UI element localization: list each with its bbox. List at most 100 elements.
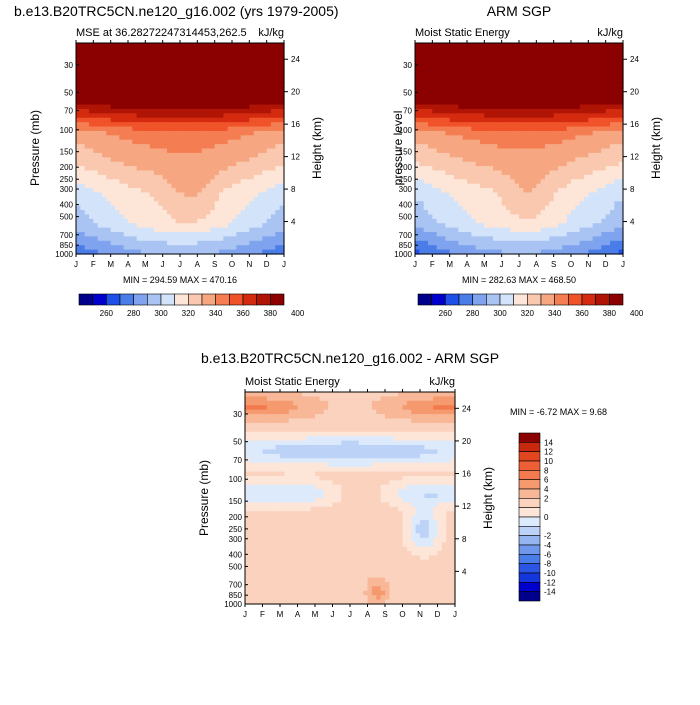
contour-cell xyxy=(601,65,606,70)
contour-cell xyxy=(532,78,537,83)
contour-cell xyxy=(184,69,189,74)
contour-cell xyxy=(536,175,541,180)
contour-cell xyxy=(510,245,515,250)
contour-cell xyxy=(180,52,185,57)
contour-cell xyxy=(206,206,211,211)
contour-cell xyxy=(467,179,472,184)
contour-cell xyxy=(132,61,137,66)
contour-cell xyxy=(571,91,576,96)
contour-cell xyxy=(606,236,611,241)
contour-cell xyxy=(428,214,433,219)
colorbar-swatch xyxy=(270,294,284,305)
contour-cell xyxy=(584,166,589,171)
contour-cell xyxy=(502,192,507,197)
contour-cell xyxy=(532,192,537,197)
contour-cell xyxy=(189,127,194,132)
contour-cell xyxy=(532,113,537,118)
contour-cell xyxy=(249,122,254,127)
contour-cell xyxy=(532,175,537,180)
contour-cell xyxy=(567,206,572,211)
contour-cell xyxy=(115,236,120,241)
contour-cell xyxy=(593,127,598,132)
contour-cell xyxy=(275,56,280,61)
contour-cell xyxy=(176,109,181,114)
contour-cell xyxy=(93,232,98,237)
contour-cell xyxy=(480,232,485,237)
contour-cell xyxy=(441,56,446,61)
contour-cell xyxy=(93,83,98,88)
contour-cell xyxy=(419,87,424,92)
contour-cell xyxy=(89,83,94,88)
contour-cell xyxy=(528,113,533,118)
contour-cell xyxy=(493,144,498,149)
contour-cell xyxy=(554,197,559,202)
contour-cell xyxy=(145,179,150,184)
contour-cell xyxy=(176,210,181,215)
contour-cell xyxy=(106,170,111,175)
contour-cell xyxy=(415,113,420,118)
contour-cell xyxy=(115,245,120,250)
contour-cell xyxy=(215,153,220,158)
contour-cell xyxy=(480,192,485,197)
contour-cell xyxy=(493,157,498,162)
contour-cell xyxy=(102,69,107,74)
contour-cell xyxy=(85,144,90,149)
contour-cell xyxy=(111,78,116,83)
contour-cell xyxy=(567,83,572,88)
contour-cell xyxy=(228,105,233,110)
contour-cell xyxy=(554,96,559,101)
contour-cell xyxy=(584,153,589,158)
contour-cell xyxy=(197,65,202,70)
contour-cell xyxy=(98,87,103,92)
contour-cell xyxy=(484,166,489,171)
contour-cell xyxy=(506,219,511,224)
contour-cell xyxy=(180,61,185,66)
contour-cell xyxy=(249,214,254,219)
contour-cell xyxy=(437,245,442,250)
contour-cell xyxy=(415,223,420,228)
contour-cell xyxy=(89,188,94,193)
contour-cell xyxy=(262,56,267,61)
contour-cell xyxy=(254,405,259,410)
contour-cell xyxy=(85,197,90,202)
contour-cell xyxy=(610,219,615,224)
contour-cell xyxy=(545,197,550,202)
contour-cell xyxy=(614,201,619,206)
contour-cell xyxy=(202,131,207,136)
contour-cell xyxy=(445,170,450,175)
contour-cell xyxy=(171,47,176,52)
contour-cell xyxy=(571,179,576,184)
contour-cell xyxy=(528,188,533,193)
contour-cell xyxy=(610,245,615,250)
contour-cell xyxy=(333,396,338,401)
contour-cell xyxy=(189,43,194,48)
contour-cell xyxy=(519,91,524,96)
contour-cell xyxy=(76,87,81,92)
contour-cell xyxy=(575,162,580,167)
contour-cell xyxy=(236,43,241,48)
month-tick-label: D xyxy=(603,260,609,269)
contour-cell xyxy=(80,140,85,145)
height-tick-label: 16 xyxy=(630,120,639,129)
contour-cell xyxy=(124,192,129,197)
contour-cell xyxy=(141,236,146,241)
contour-cell xyxy=(610,113,615,118)
contour-cell xyxy=(606,135,611,140)
contour-cell xyxy=(102,166,107,171)
colorbar-label: 380 xyxy=(603,309,617,318)
contour-cell xyxy=(180,83,185,88)
contour-cell xyxy=(428,201,433,206)
contour-cell xyxy=(489,83,494,88)
contour-cell xyxy=(137,83,142,88)
contour-cell xyxy=(111,175,116,180)
contour-cell xyxy=(180,206,185,211)
contour-cell xyxy=(458,100,463,105)
contour-cell xyxy=(419,149,424,154)
contour-cell xyxy=(262,100,267,105)
contour-cell xyxy=(210,228,215,233)
contour-cell xyxy=(128,149,133,154)
contour-cell xyxy=(571,184,576,189)
contour-cell xyxy=(476,170,481,175)
contour-cell xyxy=(441,201,446,206)
contour-cell xyxy=(597,149,602,154)
